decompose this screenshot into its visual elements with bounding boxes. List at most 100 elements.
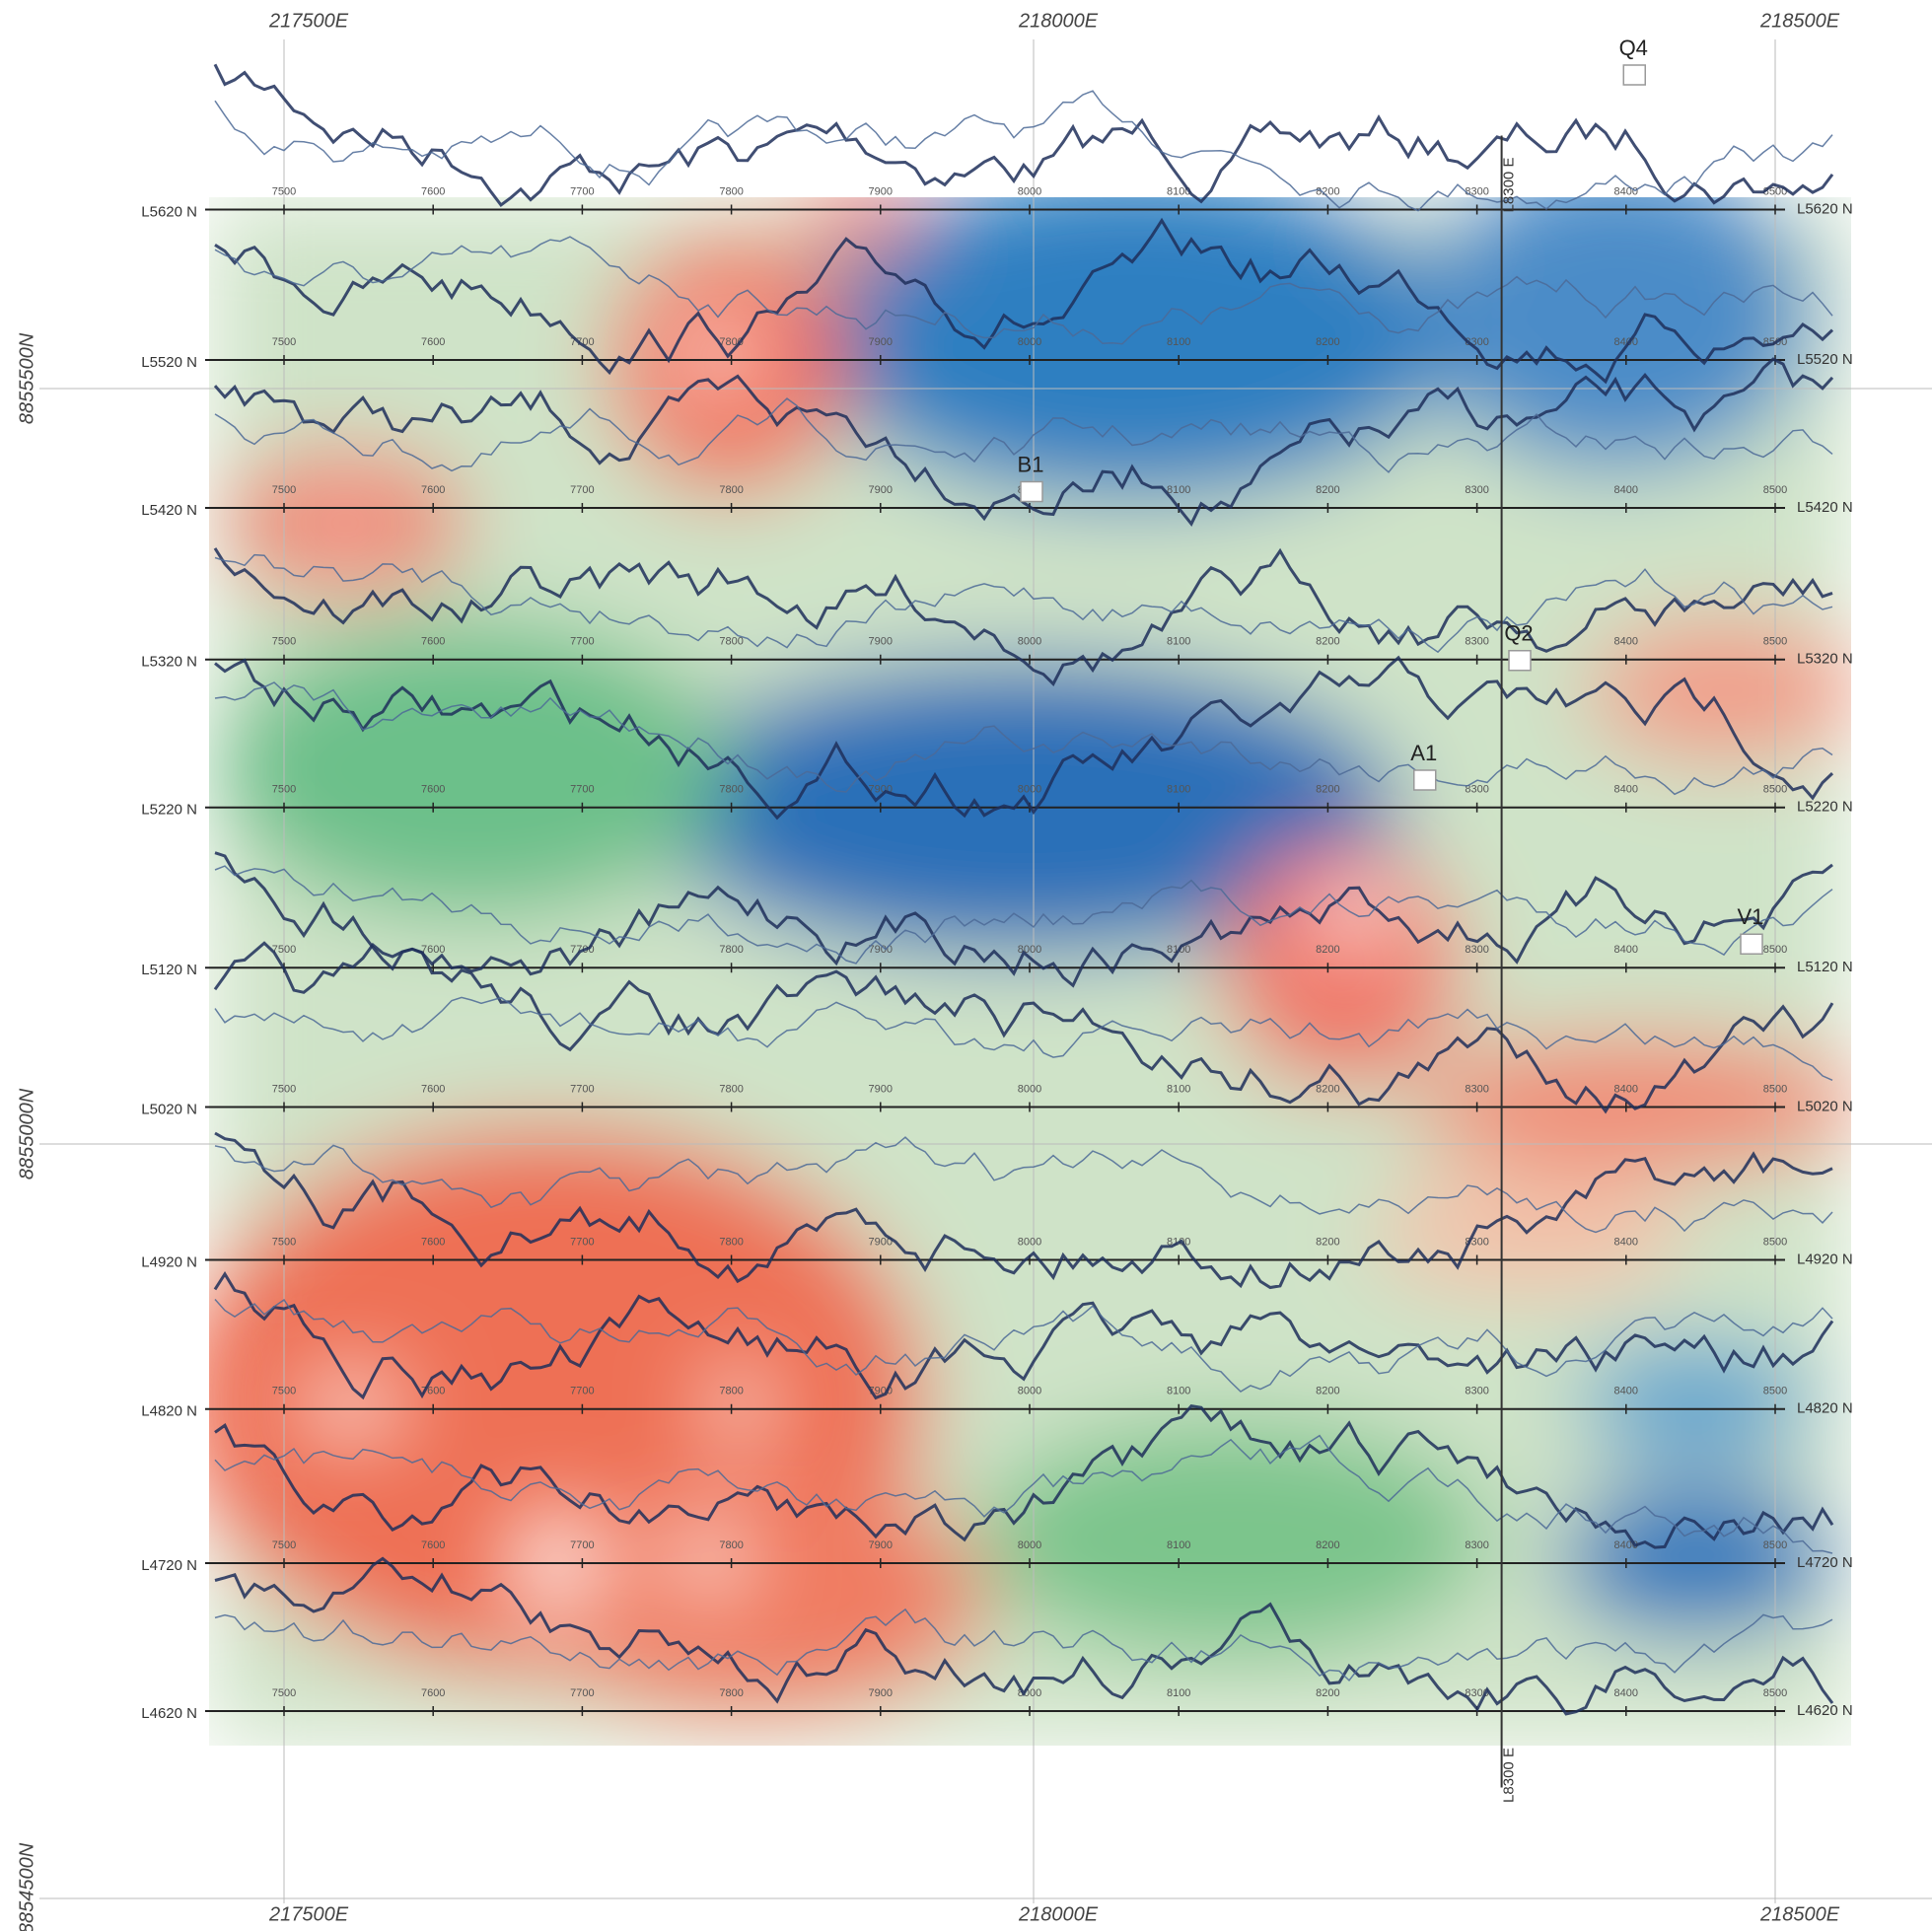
marker-box (1623, 65, 1645, 85)
northing-label: 8855500N (16, 332, 37, 424)
marker-box (1509, 651, 1531, 671)
station-label: 8200 (1316, 944, 1339, 956)
station-label: 8200 (1316, 484, 1339, 496)
station-label: 8500 (1763, 1083, 1787, 1095)
marker-label: A1 (1410, 741, 1437, 765)
station-label: 8400 (1614, 636, 1638, 648)
station-label: 7900 (869, 1083, 893, 1095)
station-label: 8200 (1316, 1539, 1339, 1551)
line-label: L5320 N (1797, 651, 1853, 668)
line-label: L5520 N (141, 354, 197, 371)
map: 217500E217500E218000E218000E218500E21850… (0, 0, 1932, 1931)
station-label: 8300 (1465, 1386, 1488, 1397)
station-label: 8200 (1316, 1083, 1339, 1095)
easting-label: 218000E (1018, 1903, 1099, 1925)
station-label: 7800 (719, 1386, 743, 1397)
station-label: 7700 (570, 784, 594, 796)
station-label: 8400 (1614, 1083, 1638, 1095)
station-label: 8400 (1614, 185, 1638, 197)
station-label: 7600 (421, 484, 445, 496)
station-label: 7500 (272, 336, 296, 348)
station-label: 8000 (1018, 636, 1041, 648)
profile-curve (215, 64, 1832, 205)
marker-label: B1 (1018, 452, 1044, 476)
station-label: 8000 (1018, 185, 1041, 197)
station-label: 7800 (719, 1083, 743, 1095)
station-label: 8500 (1763, 636, 1787, 648)
station-label: 7600 (421, 1539, 445, 1551)
station-label: 7600 (421, 336, 445, 348)
station-label: 7800 (719, 944, 743, 956)
station-label: 7700 (570, 1386, 594, 1397)
station-label: 8500 (1763, 944, 1787, 956)
station-label: 7500 (272, 784, 296, 796)
station-label: 7900 (869, 185, 893, 197)
station-label: 7800 (719, 185, 743, 197)
station-label: 7500 (272, 185, 296, 197)
station-label: 7600 (421, 636, 445, 648)
station-label: 7800 (719, 1539, 743, 1551)
station-label: 8200 (1316, 336, 1339, 348)
station-label: 7500 (272, 1386, 296, 1397)
station-label: 8000 (1018, 336, 1041, 348)
station-label: 8000 (1018, 1386, 1041, 1397)
station-label: 8500 (1763, 1386, 1787, 1397)
line-label: L5220 N (1797, 799, 1853, 816)
marker-label: V1 (1738, 904, 1764, 929)
station-label: 7800 (719, 1687, 743, 1699)
station-label: 8300 (1465, 636, 1488, 648)
station-label: 7700 (570, 636, 594, 648)
station-label: 8300 (1465, 1539, 1488, 1551)
line-label: L5020 N (141, 1101, 197, 1117)
station-label: 7700 (570, 1083, 594, 1095)
marker-box (1021, 482, 1042, 502)
station-label: 7600 (421, 1236, 445, 1248)
station-label: 8400 (1614, 784, 1638, 796)
station-label: 7500 (272, 1083, 296, 1095)
station-label: 8000 (1018, 1236, 1041, 1248)
station-label: 8000 (1018, 1083, 1041, 1095)
station-label: 8000 (1018, 784, 1041, 796)
marker-label: Q2 (1504, 621, 1533, 646)
easting-label: 218000E (1018, 10, 1099, 32)
station-label: 7800 (719, 636, 743, 648)
station-label: 7700 (570, 1687, 594, 1699)
marker-box (1741, 934, 1762, 954)
marker-box (1414, 770, 1436, 790)
station-label: 7600 (421, 1687, 445, 1699)
station-label: 8100 (1167, 336, 1190, 348)
station-label: 7500 (272, 1539, 296, 1551)
easting-label: 217500E (268, 10, 349, 32)
line-label: L5120 N (141, 962, 197, 978)
line-label: L5620 N (1797, 200, 1853, 217)
line-label: L5520 N (1797, 351, 1853, 368)
station-label: 7700 (570, 1539, 594, 1551)
northing-label: 8854500N (16, 1842, 37, 1931)
line-label: L4820 N (141, 1403, 197, 1420)
easting-label: 218500E (1759, 1903, 1840, 1925)
station-label: 7900 (869, 636, 893, 648)
station-label: 7900 (869, 1687, 893, 1699)
station-label: 8200 (1316, 1236, 1339, 1248)
crossline-label: L8300 E (1501, 1748, 1518, 1803)
station-label: 8200 (1316, 1687, 1339, 1699)
station-label: 7600 (421, 1083, 445, 1095)
marker-label: Q4 (1619, 36, 1648, 60)
station-label: 8000 (1018, 1539, 1041, 1551)
station-label: 8100 (1167, 1539, 1190, 1551)
line-label: L4720 N (141, 1557, 197, 1574)
station-label: 8200 (1316, 636, 1339, 648)
station-label: 8100 (1167, 1386, 1190, 1397)
station-label: 8400 (1614, 1386, 1638, 1397)
station-label: 8500 (1763, 1687, 1787, 1699)
station-label: 7800 (719, 784, 743, 796)
station-label: 7600 (421, 784, 445, 796)
line-label: L5120 N (1797, 959, 1853, 975)
station-label: 7900 (869, 484, 893, 496)
line-label: L4820 N (1797, 1400, 1853, 1417)
station-label: 8400 (1614, 1236, 1638, 1248)
northing-label: 8855000N (16, 1088, 37, 1180)
station-label: 8400 (1614, 1687, 1638, 1699)
station-label: 8400 (1614, 484, 1638, 496)
line-label: L5320 N (141, 654, 197, 671)
